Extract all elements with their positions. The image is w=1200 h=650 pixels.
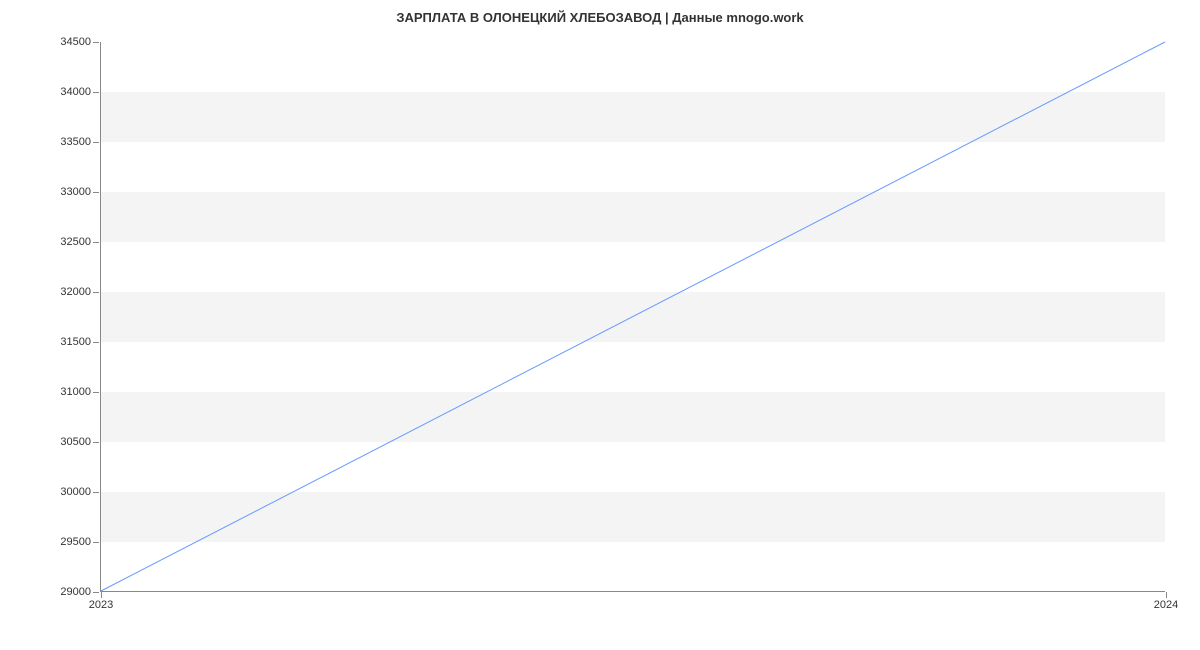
y-axis-label: 31500 — [60, 336, 91, 348]
y-tick — [93, 442, 99, 443]
y-axis-label: 30000 — [60, 486, 91, 498]
x-tick — [1166, 592, 1167, 598]
y-axis-label: 29500 — [60, 536, 91, 548]
plot-region: 2900029500300003050031000315003200032500… — [100, 42, 1165, 592]
y-tick — [93, 192, 99, 193]
y-axis-label: 29000 — [60, 586, 91, 598]
y-tick — [93, 492, 99, 493]
y-axis-label: 33000 — [60, 186, 91, 198]
chart-title: ЗАРПЛАТА В ОЛОНЕЦКИЙ ХЛЕБОЗАВОД | Данные… — [0, 0, 1200, 25]
y-axis-label: 32500 — [60, 236, 91, 248]
y-tick — [93, 142, 99, 143]
y-axis-label: 33500 — [60, 136, 91, 148]
x-axis-label: 2024 — [1154, 599, 1178, 611]
y-tick — [93, 42, 99, 43]
y-axis-label: 34000 — [60, 86, 91, 98]
y-axis-label: 34500 — [60, 36, 91, 48]
chart-area: 2900029500300003050031000315003200032500… — [100, 42, 1165, 592]
y-tick — [93, 92, 99, 93]
y-axis-label: 30500 — [60, 436, 91, 448]
y-axis-label: 31000 — [60, 386, 91, 398]
x-tick — [101, 592, 102, 598]
y-tick — [93, 242, 99, 243]
line-svg — [101, 42, 1165, 591]
y-tick — [93, 392, 99, 393]
y-tick — [93, 592, 99, 593]
x-axis-label: 2023 — [89, 599, 113, 611]
y-axis-label: 32000 — [60, 286, 91, 298]
y-tick — [93, 342, 99, 343]
series-line — [101, 42, 1165, 591]
y-tick — [93, 542, 99, 543]
y-tick — [93, 292, 99, 293]
